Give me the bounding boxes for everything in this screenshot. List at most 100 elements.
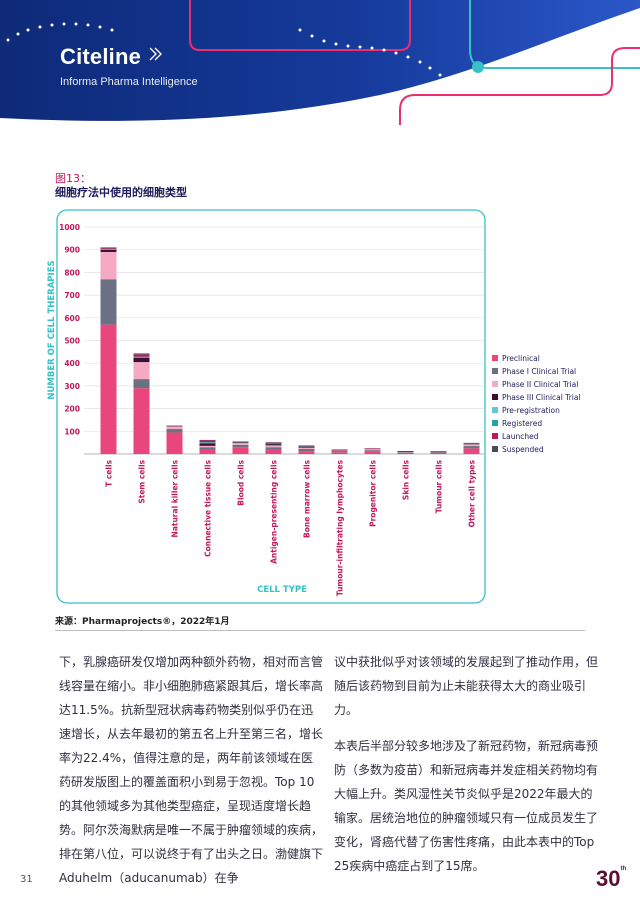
bar-segment: [232, 442, 249, 444]
y-axis-ticks: 100 200 300 400 500 600 700 800 900 1000: [59, 223, 80, 436]
y-tick-label: 300: [64, 382, 80, 391]
legend-label: Phase II Clinical Trial: [502, 380, 578, 389]
page-number: 31: [20, 874, 33, 885]
chart-legend: Preclinical Phase I Clinical Trial Phase I…: [492, 354, 581, 454]
bar-segment: [199, 439, 216, 441]
legend-swatch: [492, 407, 498, 413]
bar-segment: [430, 451, 447, 453]
bar-segment: [166, 425, 183, 427]
header-background: [0, 0, 640, 125]
bar-segment: [133, 357, 150, 358]
bar-segment: [331, 452, 348, 454]
x-tick-label: Other cell types: [468, 459, 477, 527]
x-tick-label: Bone marrow cells: [303, 459, 312, 538]
legend-swatch: [492, 433, 498, 439]
bar-segment: [364, 449, 381, 451]
bar-segment: [133, 356, 150, 358]
bar-segment: [463, 444, 480, 447]
bar-segment: [100, 249, 117, 250]
brand-subtitle: Informa Pharma Intelligence: [60, 76, 198, 88]
body-column-left: 下，乳腺癌研发仅增加两种额外药物，相对而言管线容量在缩小。非小细胞肺癌紧跟其后，…: [59, 650, 325, 902]
bar-segment: [232, 444, 249, 448]
x-tick-label: Tumour cells: [435, 459, 444, 513]
bar-segment: [166, 426, 183, 430]
bar-segment: [100, 249, 117, 250]
chart-source: 来源：Pharmaprojects®，2022年1月: [55, 617, 230, 627]
legend-label: Suspended: [502, 445, 544, 454]
legend-label: Launched: [502, 432, 539, 441]
bar-segment: [265, 442, 282, 444]
brand-logo: Citeline: [60, 44, 142, 69]
y-tick-label: 500: [64, 337, 80, 346]
bar-segment: [133, 353, 150, 355]
y-tick-label: 100: [64, 427, 80, 436]
bar-segment: [265, 445, 282, 448]
legend-label: Registered: [502, 419, 542, 428]
logo-chevron-icon: [149, 47, 162, 61]
bar-segment: [331, 451, 348, 453]
legend-swatch: [492, 420, 498, 426]
body-paragraph: 本表后半部分较多地涉及了新冠药物，新冠病毒预防（多数为疫苗）和新冠病毒并发症相关…: [334, 739, 599, 873]
y-tick-label: 600: [64, 314, 80, 323]
bar-segment: [331, 450, 348, 452]
bar-segment: [397, 452, 414, 454]
bar-segment: [265, 443, 282, 445]
bar-segment: [463, 446, 480, 449]
bar-segment: [100, 279, 117, 325]
x-axis-title: CELL TYPE: [257, 585, 307, 595]
legend-label: Preclinical: [502, 354, 540, 363]
legend-swatch: [492, 355, 498, 361]
x-tick-label: Skin cells: [402, 459, 411, 500]
y-tick-label: 900: [64, 246, 80, 255]
y-tick-label: 200: [64, 405, 80, 414]
figure-title: 细胞疗法中使用的细胞类型: [55, 186, 187, 199]
bar-segment: [364, 450, 381, 452]
legend-label: Phase I Clinical Trial: [502, 367, 576, 376]
section-divider: [55, 630, 585, 631]
legend-label: Phase III Clinical Trial: [502, 393, 581, 402]
bar-segment: [397, 451, 414, 452]
x-tick-label: Natural killer cells: [171, 459, 180, 537]
bar-segment: [199, 440, 216, 443]
bar-segment: [397, 452, 414, 453]
bar-segment: [133, 357, 150, 363]
bar-segment: [100, 324, 117, 454]
bar-segment: [133, 379, 150, 389]
page-header: Citeline Informa Pharma Intelligence: [0, 0, 640, 125]
body-paragraph: 下，乳腺癌研发仅增加两种额外药物，相对而言管线容量在缩小。非小细胞肺癌紧跟其后，…: [59, 655, 324, 885]
bar-segment: [265, 449, 282, 454]
bar-segment: [430, 451, 447, 452]
badge-number: 30: [596, 866, 621, 891]
chart-bars: [100, 247, 480, 454]
bar-segment: [364, 448, 381, 449]
bar-segment: [199, 445, 216, 448]
bar-segment: [298, 447, 315, 450]
legend-label: Pre-registration: [502, 406, 560, 415]
bar-segment: [298, 445, 315, 446]
y-tick-label: 700: [64, 291, 80, 300]
x-tick-label: Connective tissue cells: [204, 459, 213, 556]
body-paragraph: 议中获批似乎对该领域的发展起到了推动作用，但随后该药物到目前为止未能获得太大的商…: [334, 655, 599, 717]
bar-segment: [298, 445, 315, 447]
chart-gridlines: [84, 226, 484, 455]
bar-segment: [133, 388, 150, 454]
bar-segment: [133, 362, 150, 380]
bar-segment: [166, 429, 183, 433]
bar-segment: [166, 432, 183, 454]
bar-segment: [199, 447, 216, 450]
bar-segment: [199, 442, 216, 443]
legend-swatch: [492, 381, 498, 387]
bar-segment: [265, 442, 282, 443]
bar-segment: [298, 449, 315, 452]
legend-swatch: [492, 394, 498, 400]
bar-segment: [463, 442, 480, 444]
bar-segment: [232, 443, 249, 445]
legend-swatch: [492, 446, 498, 452]
bar-segment: [364, 451, 381, 454]
bar-segment: [100, 248, 117, 250]
badge-suffix: th: [620, 866, 627, 872]
bar-segment: [199, 449, 216, 454]
bar-segment: [265, 444, 282, 446]
x-tick-label: Antigen-presenting cells: [270, 459, 279, 563]
